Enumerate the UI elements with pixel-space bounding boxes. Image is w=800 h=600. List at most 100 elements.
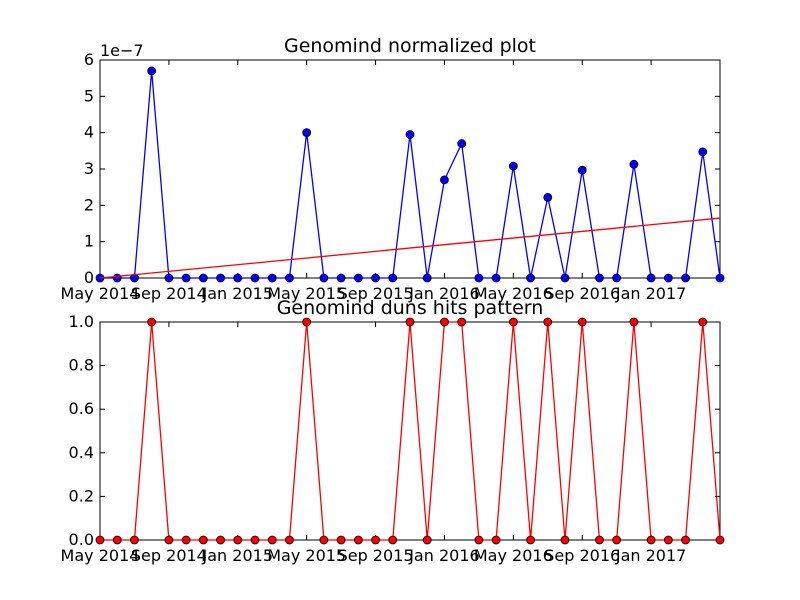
data-point xyxy=(267,273,277,283)
data-point xyxy=(267,535,277,545)
data-point xyxy=(147,317,157,327)
plot-area-frame xyxy=(99,59,721,279)
data-point xyxy=(715,273,725,283)
x-tick-label: Sep 2014 xyxy=(131,284,207,303)
data-point xyxy=(526,273,535,283)
y-tick-label: 0 xyxy=(84,268,94,287)
y-tick-label: 5 xyxy=(84,86,94,105)
y-tick-label: 4 xyxy=(84,123,94,142)
data-point xyxy=(681,273,690,283)
x-tick-label: Sep 2016 xyxy=(544,546,620,565)
x-tick-label: Jan 2015 xyxy=(202,546,273,565)
x-tick-label: May 2015 xyxy=(267,546,346,565)
series-line xyxy=(100,321,721,541)
data-point xyxy=(474,273,484,283)
x-tick-label: Jan 2017 xyxy=(615,284,686,303)
data-point xyxy=(491,273,501,283)
data-point xyxy=(353,535,363,545)
data-point xyxy=(474,535,484,545)
data-point xyxy=(508,161,518,171)
data-point xyxy=(715,535,725,545)
y-tick-label: 6 xyxy=(84,50,94,69)
data-point xyxy=(646,273,656,283)
trend-line xyxy=(99,217,721,279)
y-tick-label: 1.0 xyxy=(69,312,94,331)
data-point xyxy=(526,535,535,545)
data-point xyxy=(457,139,467,148)
data-point xyxy=(629,159,639,169)
data-point xyxy=(388,273,398,283)
data-point xyxy=(560,535,570,545)
data-point xyxy=(681,535,690,545)
data-point xyxy=(629,317,639,327)
data-point xyxy=(285,273,294,283)
data-point xyxy=(508,317,518,327)
plot-area-frame xyxy=(99,321,721,541)
data-point xyxy=(130,535,139,545)
x-tick-label: May 2015 xyxy=(267,284,346,303)
y-tick-label: 0.2 xyxy=(69,486,94,505)
data-point xyxy=(405,130,415,139)
x-tick-label: Sep 2015 xyxy=(338,284,414,303)
data-point xyxy=(388,535,398,545)
data-point xyxy=(112,273,122,283)
data-point xyxy=(577,317,587,327)
series-line xyxy=(100,70,721,279)
data-point xyxy=(491,535,501,545)
data-point xyxy=(130,273,139,283)
data-point xyxy=(422,535,432,545)
data-point xyxy=(285,535,294,545)
data-point xyxy=(663,535,673,545)
data-point xyxy=(440,317,449,327)
data-point xyxy=(612,273,622,283)
x-tick-label: Sep 2015 xyxy=(338,546,414,565)
y-scale-label: 1e−7 xyxy=(100,41,144,60)
chart-title: Genomind duns hits pattern xyxy=(277,297,544,319)
data-point xyxy=(371,535,380,545)
data-point xyxy=(112,535,122,545)
normalized-chart: Genomind normalized plot 1e−7 0 1 2 3 4 5 6 May… xyxy=(61,35,725,303)
data-point xyxy=(422,273,432,283)
data-point xyxy=(560,273,570,283)
data-point xyxy=(319,535,329,545)
y-tick-label: 1 xyxy=(84,232,94,251)
data-point xyxy=(371,273,380,283)
x-tick-label: Jan 2016 xyxy=(408,546,479,565)
data-point xyxy=(198,535,208,545)
data-point xyxy=(250,273,260,283)
data-point xyxy=(147,66,157,76)
data-point xyxy=(595,535,604,545)
data-point xyxy=(612,535,622,545)
data-point xyxy=(405,317,415,327)
x-tick-label: Jan 2017 xyxy=(615,546,686,565)
data-point xyxy=(543,317,553,327)
x-tick-label: Jan 2016 xyxy=(408,284,479,303)
data-point xyxy=(181,273,191,283)
x-tick-label: May 2016 xyxy=(474,546,553,565)
y-tick-label: 0.4 xyxy=(69,443,94,462)
data-point xyxy=(353,273,363,283)
data-point xyxy=(216,273,225,283)
data-point xyxy=(440,175,449,185)
data-point xyxy=(233,535,243,545)
x-tick-label: Sep 2014 xyxy=(131,546,207,565)
duns-hits-chart: Genomind duns hits pattern 0.0 0.2 0.4 0.6 0… xyxy=(61,297,725,565)
y-tick-label: 0.8 xyxy=(69,356,94,375)
data-point xyxy=(663,273,673,283)
data-point xyxy=(698,147,708,157)
x-tick-label: May 2014 xyxy=(61,284,140,303)
data-point xyxy=(577,165,587,175)
y-tick-label: 0.6 xyxy=(69,399,94,418)
data-point xyxy=(646,535,656,545)
data-point xyxy=(336,535,346,545)
data-point xyxy=(198,273,208,283)
data-point xyxy=(336,273,346,283)
x-tick-label: Sep 2016 xyxy=(544,284,620,303)
data-point xyxy=(95,535,105,545)
data-point xyxy=(302,128,312,138)
y-tick-label: 0.0 xyxy=(69,530,94,549)
data-point xyxy=(164,535,174,545)
data-point xyxy=(164,273,174,283)
data-point xyxy=(181,535,191,545)
